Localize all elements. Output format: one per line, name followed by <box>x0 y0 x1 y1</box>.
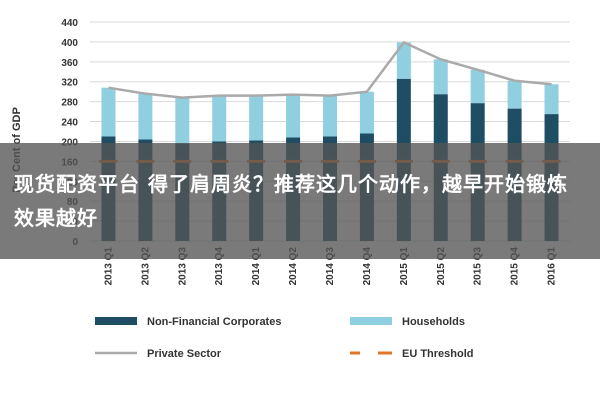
y-tick-240: 240 <box>61 118 78 129</box>
y-tick-200: 200 <box>61 137 78 148</box>
x-tick-8: 2015 Q1 <box>399 247 410 286</box>
bar-households-8 <box>396 42 411 79</box>
x-tick-labels: 2013 Q1 2013 Q2 2013 Q3 2013 Q4 2014 Q1 2014 … <box>103 247 557 286</box>
x-tick-4: 2014 Q1 <box>251 247 262 286</box>
bar-households-10 <box>470 69 485 104</box>
private-sector-line <box>108 40 552 99</box>
bar-households-0 <box>101 87 116 137</box>
bar-households-1 <box>138 93 153 140</box>
x-tick-2: 2013 Q3 <box>177 247 188 286</box>
y-tick-280: 280 <box>61 98 78 109</box>
caption-text: 现货配资平台 得了肩周炎？推荐这几个动作，越早开始锻炼效果越好 <box>14 172 568 230</box>
legend-label-3: EU Threshold <box>402 348 474 360</box>
bar-households-4 <box>249 95 264 141</box>
bar-households-3 <box>212 95 227 142</box>
y-tick-320: 320 <box>61 78 78 89</box>
bar-households-11 <box>507 80 522 109</box>
y-tick-360: 360 <box>61 58 78 69</box>
y-tick-440: 440 <box>61 18 78 29</box>
bar-households-9 <box>433 59 448 95</box>
bar-households-5 <box>286 94 301 138</box>
line-group <box>108 40 552 99</box>
legend-label-0: Non-Financial Corporates <box>147 316 281 328</box>
x-tick-7: 2014 Q4 <box>362 247 373 286</box>
legend: Non-Financial Corporates Households Privat… <box>95 316 474 360</box>
x-tick-11: 2015 Q4 <box>510 247 521 286</box>
x-tick-9: 2015 Q2 <box>436 247 447 286</box>
x-tick-3: 2013 Q4 <box>214 247 225 286</box>
legend-label-2: Private Sector <box>147 348 222 360</box>
legend-label-1: Households <box>402 316 465 328</box>
x-tick-6: 2014 Q3 <box>325 247 336 286</box>
bar-households-6 <box>323 95 337 137</box>
x-tick-5: 2014 Q2 <box>288 247 299 286</box>
legend-swatch-0 <box>95 317 137 325</box>
y-tick-400: 400 <box>61 38 78 49</box>
x-tick-1: 2013 Q2 <box>140 247 151 286</box>
caption-overlay: 现货配资平台 得了肩周炎？推荐这几个动作，越早开始锻炼效果越好 <box>0 143 600 259</box>
bar-households-12 <box>544 84 559 115</box>
legend-swatch-1 <box>350 317 392 325</box>
x-tick-0: 2013 Q1 <box>103 247 114 286</box>
x-tick-12: 2016 Q1 <box>547 247 558 286</box>
x-tick-10: 2015 Q3 <box>473 247 484 286</box>
bar-households-2 <box>175 97 190 144</box>
bar-households-7 <box>359 91 374 134</box>
